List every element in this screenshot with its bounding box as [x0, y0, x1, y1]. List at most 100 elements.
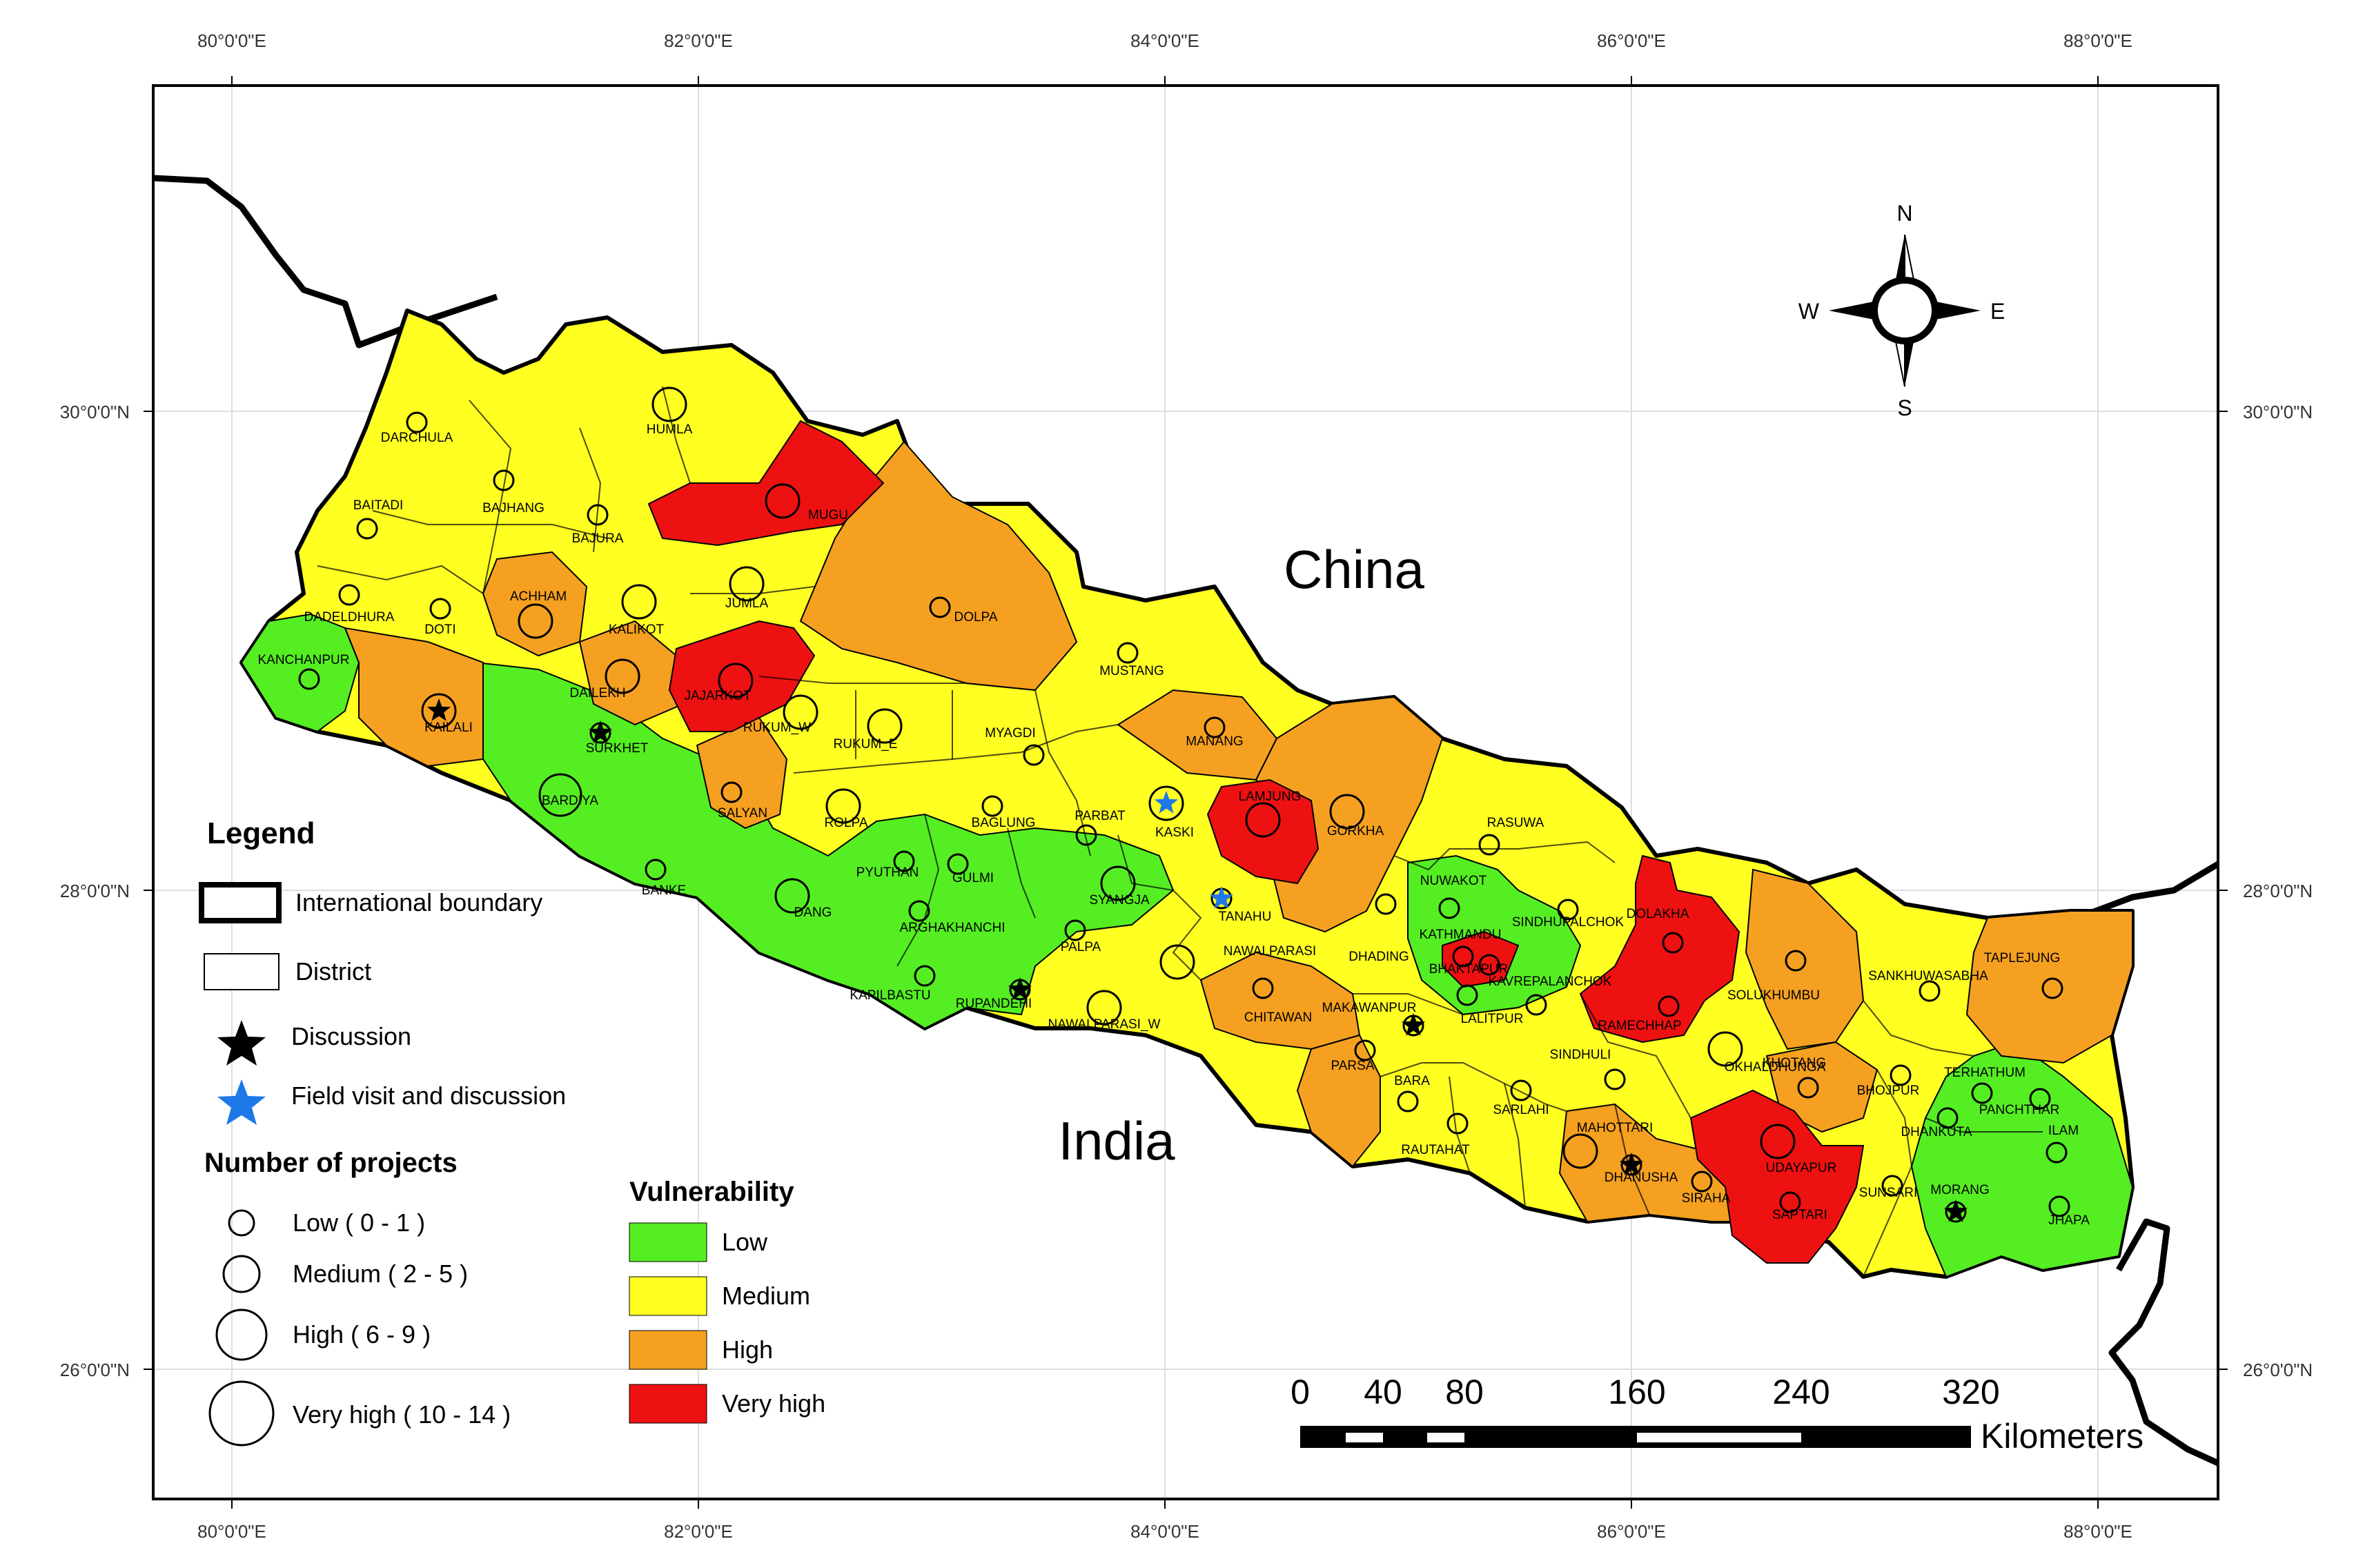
district-label: KATHMANDU — [1420, 928, 1502, 942]
region-kanchanpur — [240, 613, 360, 733]
district-nuwakot: NUWAKOT — [1420, 874, 1487, 919]
district-label: UDAYAPUR — [1766, 1161, 1837, 1175]
discussion-star-icon — [1008, 977, 1032, 1000]
district-dhading: DHADING — [1348, 893, 1409, 964]
region-udayapur-saptari — [1689, 1089, 1865, 1264]
district-label: BHAKTAPUR — [1429, 962, 1509, 977]
district-label: SYANGJA — [1089, 893, 1150, 908]
project-count-circle — [1148, 785, 1184, 821]
district-label: SUNSARI — [1859, 1186, 1917, 1200]
district-dolpa: DOLPA — [929, 596, 998, 625]
district-label: JUMLA — [725, 596, 769, 611]
district-label: SOLUKHUMBU — [1727, 988, 1820, 1003]
compass-label-e: E — [1990, 299, 2005, 324]
legend-label-international-boundary: International boundary — [295, 888, 542, 917]
legend-projects-very-high-circle — [208, 1380, 275, 1447]
boundary-india-west — [153, 175, 498, 349]
project-count-circle — [605, 658, 640, 694]
project-count-circle — [2048, 1195, 2070, 1217]
district-chitawan: CHITAWAN — [1244, 977, 1313, 1025]
scale-tick-label: 240 — [1772, 1373, 1829, 1411]
discussion-star-icon — [426, 698, 451, 721]
project-count-circle — [893, 850, 915, 872]
legend-field-visit-star-icon — [217, 1079, 266, 1125]
project-count-circle — [1064, 919, 1086, 941]
lon-label-84: 84°0'0"E — [1130, 30, 1199, 51]
discussion-star-icon — [1943, 1199, 1968, 1222]
high-vulnerability-regions — [344, 440, 2133, 1223]
map-frame — [152, 84, 2219, 1500]
district-label: ILAM — [2048, 1124, 2079, 1138]
district-baitadi: BAITADI — [353, 498, 403, 540]
project-count-circle — [651, 386, 687, 422]
district-label: DARCHULA — [381, 431, 453, 445]
project-count-circle — [1117, 642, 1139, 664]
district-bardiya: BARDIYA — [538, 773, 598, 817]
district-rasuwa: RASUWA — [1478, 816, 1544, 856]
district-label: SIRAHA — [1682, 1191, 1731, 1206]
district-manang: MANANG — [1186, 716, 1244, 749]
legend-title: Legend — [207, 816, 315, 850]
district-gulmi: GULMI — [947, 853, 994, 885]
district-label: KALIKOT — [609, 623, 665, 637]
project-count-circle — [429, 598, 451, 620]
district-label: RAUTAHAT — [1401, 1143, 1470, 1157]
district-label: HUMLA — [647, 422, 693, 437]
district-solukhumbu: SOLUKHUMBU — [1727, 950, 1820, 1003]
project-count-circle — [1159, 944, 1195, 980]
district-label: SANKHUWASABHA — [1868, 969, 1988, 983]
legend-projects-low: Low ( 0 - 1 ) — [293, 1208, 425, 1237]
district-label: LAMJUNG — [1239, 790, 1302, 804]
region-kailali — [344, 627, 484, 767]
project-count-circle — [587, 504, 609, 526]
district-bara: BARA — [1394, 1074, 1430, 1113]
district-label: BAGLUNG — [972, 816, 1036, 830]
district-bajhang: BAJHANG — [482, 469, 545, 516]
field-visit-star-icon — [1154, 791, 1179, 814]
district-panchthar: PANCHTHAR — [1979, 1088, 2059, 1117]
district-label: CHITAWAN — [1244, 1010, 1313, 1025]
boundary-india-east — [2076, 861, 2218, 921]
marker-layer — [426, 698, 1968, 1222]
project-count-circle — [1452, 945, 1474, 968]
legend-projects-low-circle — [228, 1209, 255, 1237]
project-count-circle — [1510, 1079, 1532, 1101]
compass-needle-east — [1932, 301, 1981, 320]
district-label: MAKAWANPUR — [1322, 1001, 1417, 1015]
legend-projects-medium-circle — [222, 1255, 261, 1293]
district-kailali: KAILALI — [421, 693, 473, 735]
project-count-circle — [1397, 1090, 1419, 1113]
region-taplejung — [1965, 910, 2133, 1064]
project-count-circle — [765, 483, 801, 519]
district-label: DAILEKH — [569, 686, 625, 700]
district-label: RASUWA — [1487, 816, 1544, 830]
district-ramechhap: RAMECHHAP — [1598, 995, 1682, 1033]
district-salyan: SALYAN — [718, 781, 767, 821]
project-count-circle — [1760, 1124, 1796, 1159]
project-count-circle — [1658, 995, 1680, 1017]
project-count-circle — [1779, 1191, 1801, 1213]
project-count-circle — [914, 965, 936, 987]
project-count-circle — [1478, 954, 1500, 976]
district-siraha: SIRAHA — [1682, 1170, 1731, 1206]
district-label: PYUTHAN — [856, 865, 919, 880]
lon-label-82-bottom: 82°0'0"E — [664, 1521, 733, 1542]
legend-swatch-international-boundary — [199, 882, 282, 923]
district-label: DHANUSHA — [1605, 1170, 1678, 1185]
district-terhathum: TERHATHUM — [1944, 1066, 2025, 1104]
lat-label-28: 28°0'0"N — [60, 881, 130, 901]
district-kalikot: KALIKOT — [609, 584, 665, 637]
legend-vulnerability-very-high-swatch — [629, 1384, 707, 1424]
district-label: TERHATHUM — [1944, 1066, 2025, 1080]
district-lamjung: LAMJUNG — [1239, 790, 1302, 838]
project-count-circle — [1086, 990, 1122, 1026]
project-count-circle — [1691, 1170, 1713, 1193]
frame-ticks — [144, 76, 2228, 1509]
project-count-circle — [538, 773, 582, 817]
district-label: BAJHANG — [482, 501, 545, 516]
project-count-circle — [645, 859, 667, 881]
district-label: NAWALPARASI_W — [1048, 1017, 1161, 1032]
district-kanchanpur: KANCHANPUR — [257, 653, 350, 690]
district-dadeldhura: DADELDHURA — [304, 584, 395, 625]
lon-label-86: 86°0'0"E — [1597, 30, 1666, 51]
